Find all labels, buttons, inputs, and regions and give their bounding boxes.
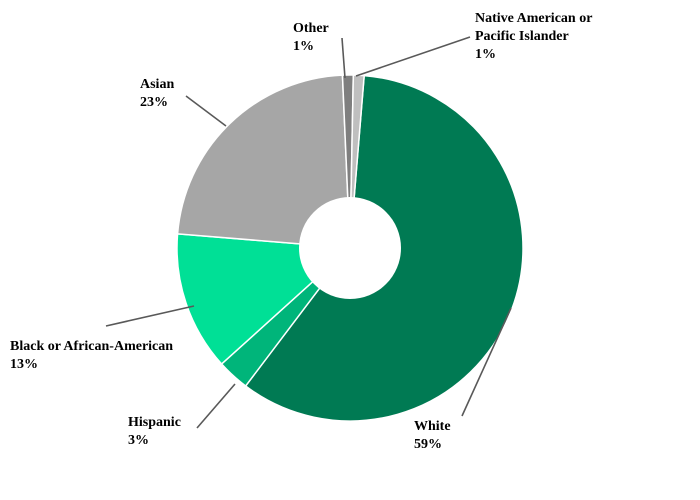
leader-line-asian — [185, 95, 227, 127]
label-white: White 59% — [414, 419, 451, 452]
label-name: Native American or — [475, 11, 592, 26]
label-other: Other 1% — [293, 21, 329, 54]
label-percent: 1% — [293, 39, 314, 54]
leader-line-black-or-african-american — [105, 305, 195, 327]
label-name: Pacific Islander — [475, 29, 569, 44]
label-percent: 23% — [140, 95, 168, 110]
leader-line-native-american-or-pacific-islander — [355, 36, 471, 77]
leader-line-white — [461, 307, 512, 417]
leader-lines-group — [105, 36, 512, 429]
leader-line-other — [341, 37, 346, 79]
label-asian: Asian 23% — [140, 77, 174, 110]
label-native-american-or-pacific-islander: Native American or Pacific Islander 1% — [475, 11, 592, 62]
leader-line-hispanic — [196, 383, 236, 429]
label-name: Black or African-American — [10, 339, 173, 354]
slice-asian — [176, 74, 351, 249]
label-name: Asian — [140, 77, 174, 92]
donut-hole — [299, 197, 401, 299]
label-percent: 1% — [475, 47, 496, 62]
label-hispanic: Hispanic 3% — [128, 415, 181, 448]
label-percent: 59% — [414, 437, 442, 452]
label-name: Hispanic — [128, 415, 181, 430]
label-percent: 13% — [10, 357, 38, 372]
label-name: White — [414, 419, 451, 434]
label-black-or-african-american: Black or African-American 13% — [10, 339, 173, 372]
labels-group: White 59% Hispanic 3% Black or African-Ameri… — [10, 11, 592, 452]
label-name: Other — [293, 21, 329, 36]
label-percent: 3% — [128, 433, 149, 448]
